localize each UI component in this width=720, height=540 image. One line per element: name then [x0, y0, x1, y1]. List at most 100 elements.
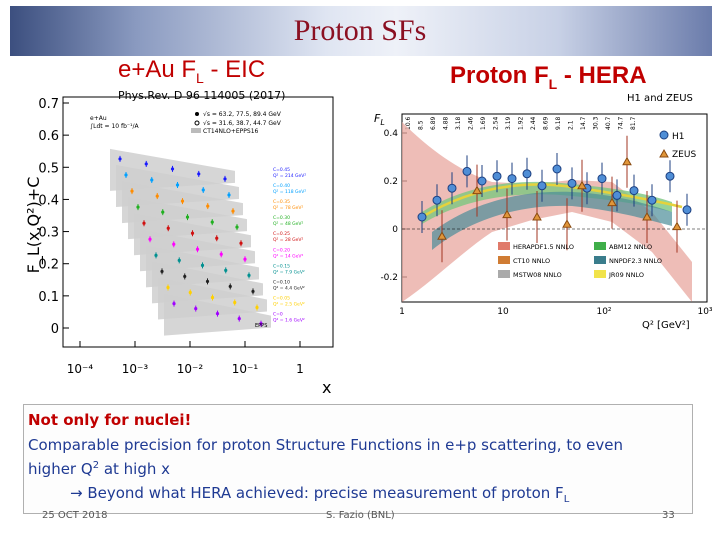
eic-x-tick-label: 10⁻¹	[232, 362, 259, 376]
eic-data-point	[188, 290, 192, 295]
eic-legend-2: √s = 31.6, 38.7, 44.7 GeV	[203, 120, 282, 127]
title-bar	[10, 6, 712, 56]
hera-zeus-point	[672, 221, 682, 231]
eic-data-point	[195, 247, 200, 251]
eic-fl-plot: F_L(x,Q²)+C 0.70.60.50.40.30.20.10 10⁻⁴ 1…	[25, 96, 334, 395]
eic-curve-label: Q² = 14 GeV²	[273, 253, 303, 259]
hera-top-value: 1.92	[518, 116, 525, 130]
eic-title-sub: L	[196, 69, 204, 86]
eic-curve-label: Q² = 2.5 GeV²	[273, 302, 305, 308]
arrow-icon: →	[70, 484, 83, 502]
eic-x-tick-label: 10⁻³	[122, 362, 149, 376]
eic-data-point	[166, 285, 170, 290]
eic-curve-label: Q² = 4.4 GeV²	[273, 285, 305, 291]
eic-curve-label: Q² = 28 GeV²	[273, 237, 303, 243]
hera-top-value: 2.54	[493, 116, 500, 130]
summary-line-2: higher Q2 at high x	[28, 460, 170, 478]
eic-title-tail: - EIC	[203, 56, 266, 83]
eic-data-point	[150, 178, 154, 182]
eic-curve-label: Q² = 214 GeV²	[273, 173, 306, 179]
eic-y-axis-label: F_L(x,Q²)+C	[25, 177, 44, 274]
hera-title-tail: - HERA	[557, 62, 647, 89]
hera-pdf-label: NNPDF2.3 NNLO	[609, 257, 662, 265]
hera-top-value: 74.7	[618, 116, 625, 130]
eic-legend-filled-marker	[195, 112, 199, 116]
eic-curve-label: C=0.45	[273, 167, 290, 173]
hera-y-tick-label: 0	[392, 225, 398, 235]
eic-y-tick-label: 0.5	[38, 161, 59, 176]
hera-plot-title: Proton FL - HERA	[450, 62, 647, 92]
hera-top-value: 9.18	[555, 116, 562, 130]
eic-model-label-1: EPPS	[255, 323, 267, 329]
eic-y-tick-label: 0.2	[38, 258, 59, 273]
eic-curve-label: Q² = 48 GeV²	[273, 221, 303, 227]
hera-x-ticks: 1 10 10² 10³	[399, 307, 712, 317]
hera-top-value: 4.88	[443, 116, 450, 130]
hera-h1-point	[462, 166, 472, 176]
eic-data-point	[172, 242, 176, 246]
eic-data-point	[201, 188, 205, 192]
eic-data-point	[259, 321, 263, 326]
hera-title-sub: L	[548, 75, 558, 92]
eic-y-tick-label: 0.4	[38, 193, 59, 208]
hera-band-red	[402, 122, 692, 302]
hera-h1-point	[552, 164, 562, 174]
hera-pdf-label: ABM12 NNLO	[609, 243, 652, 251]
eic-curve-label: C=0	[273, 312, 283, 318]
hera-top-value: 10.6	[405, 116, 412, 130]
summary-line-2-a: higher Q	[28, 460, 93, 478]
summary-heading: Not only for nuclei!	[28, 411, 192, 429]
eic-title-main: e+Au F	[118, 56, 197, 83]
hera-y-axis-label: FL	[374, 112, 385, 127]
footer-page-number: 33	[662, 510, 675, 521]
hera-y-tick-label: 0.4	[384, 129, 399, 139]
eic-data-point	[175, 183, 180, 187]
eic-data-point	[130, 189, 134, 193]
hera-top-value: 3.18	[455, 116, 462, 130]
eic-data-point	[228, 284, 232, 289]
eic-curve-label: C=0.05	[273, 296, 290, 302]
hera-x-tick-label: 1	[399, 307, 405, 317]
hera-pdf-swatch	[594, 242, 606, 250]
hera-x-tick-label: 10²	[596, 307, 611, 317]
hera-pdf-swatch	[594, 270, 606, 278]
hera-top-value: 8.5	[418, 120, 425, 130]
hera-zeus-point	[437, 231, 447, 240]
eic-x-tick-label: 1	[296, 362, 304, 376]
eic-data-point	[154, 253, 158, 257]
hera-top-value: 30.3	[593, 116, 600, 130]
hera-pdf-swatch	[498, 242, 510, 250]
eic-data-point	[237, 316, 241, 321]
eic-inset-1: e+Au	[90, 115, 107, 122]
hera-zeus-point	[607, 197, 617, 207]
eic-curve-label: C=0.35	[273, 199, 290, 205]
hera-h1-point	[665, 171, 675, 181]
hera-zeus-point	[622, 156, 632, 166]
hera-zeus-point	[532, 211, 542, 221]
hera-top-value: 2.44	[530, 116, 537, 130]
eic-data-point	[180, 199, 185, 203]
hera-top-value: 3.19	[505, 116, 512, 130]
eic-curve-label: C=0.10	[273, 279, 290, 285]
hera-top-value: 81.7	[630, 116, 637, 130]
eic-data-point	[136, 205, 140, 209]
hera-title-main: Proton F	[450, 62, 549, 89]
hera-h1-point	[629, 186, 639, 196]
hera-corner-label: H1 and ZEUS	[627, 93, 693, 104]
hera-points	[417, 135, 692, 263]
eic-curve-label: C=0.25	[273, 231, 290, 237]
summary-box	[23, 404, 693, 514]
hera-zeus-point	[642, 211, 652, 221]
eic-legend-open-marker	[194, 120, 200, 126]
eic-data-point	[251, 289, 255, 294]
eic-data-point	[233, 300, 237, 305]
hera-pdf-swatch	[498, 256, 510, 264]
hera-h1-point	[597, 174, 607, 184]
footer-author: S. Fazio (BNL)	[326, 510, 395, 521]
summary-line-3-a: Beyond what HERA achieved: precise measu…	[82, 484, 564, 502]
eic-plot-frame	[62, 96, 334, 348]
hera-x-axis-label: Q² [GeV²]	[642, 320, 690, 331]
hera-legend-zeus-marker	[659, 148, 669, 158]
eic-data-point	[155, 194, 159, 198]
